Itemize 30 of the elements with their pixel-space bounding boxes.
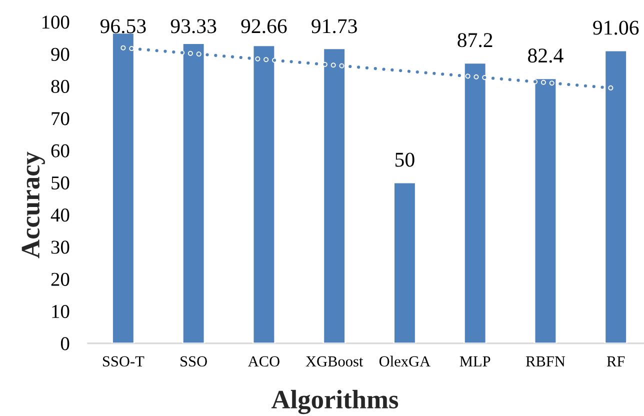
y-tick-label: 40 — [50, 208, 70, 222]
y-tick-label: 60 — [51, 144, 70, 158]
y-tick-label: 30 — [51, 240, 70, 254]
x-tick-label: RBFN — [526, 356, 566, 366]
data-label: 91.06 — [593, 20, 639, 35]
data-label: 50 — [396, 152, 414, 167]
y-tick-label: 50 — [52, 176, 70, 190]
x-tick-label: MLP — [460, 356, 490, 366]
x-axis-title: Algorithms — [271, 390, 398, 414]
y-tick-label: 10 — [52, 304, 70, 318]
x-tick-label: RF — [606, 356, 625, 366]
x-tick-label: OlexGA — [379, 356, 430, 367]
data-label: 82.4 — [528, 48, 564, 63]
data-label: 96.53 — [100, 19, 146, 34]
x-tick-label: SSO — [180, 356, 207, 367]
y-tick-label: 70 — [52, 112, 70, 126]
y-tick-label: 20 — [51, 272, 70, 286]
data-label: 92.66 — [241, 19, 287, 34]
y-tick-label: 90 — [51, 48, 70, 61]
x-tick-label: XGBoost — [306, 356, 364, 367]
y-tick-label: 80 — [51, 80, 70, 94]
data-label: 93.33 — [170, 19, 216, 34]
y-axis-title: Accuracy — [22, 152, 45, 258]
data-label: 91.73 — [312, 19, 357, 34]
y-tick-label: 100 — [42, 16, 70, 29]
x-tick-label: ACO — [248, 356, 280, 367]
x-tick-label: SSO-T — [102, 356, 144, 367]
data-label: 87.2 — [458, 33, 492, 48]
bar — [393, 182, 416, 344]
y-tick-label: 0 — [60, 337, 70, 350]
